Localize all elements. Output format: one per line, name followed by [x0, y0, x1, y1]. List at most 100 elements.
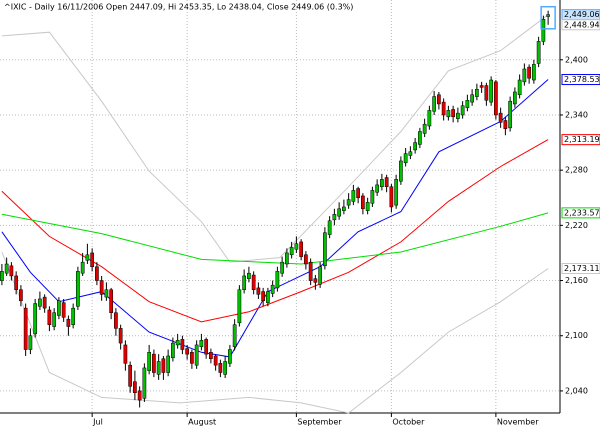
candle-body [185, 348, 189, 355]
candle-body [237, 289, 242, 324]
candle-body [42, 296, 47, 309]
candle-body [432, 96, 436, 112]
candle-body [4, 263, 9, 274]
candle-body [23, 307, 28, 350]
last-value-box [561, 74, 600, 86]
candle-body [494, 81, 498, 116]
candle-body [14, 275, 18, 290]
candle-body [28, 335, 33, 350]
candle-body [251, 274, 256, 290]
candle-body [399, 160, 403, 182]
candle-body [104, 289, 109, 298]
candle-body [361, 195, 365, 210]
y-tick-label: 2,160 [565, 276, 588, 285]
candle-body [223, 361, 227, 375]
candle-body [52, 312, 56, 327]
chart-title: ^IXIC - Daily 16/11/2006 Open 2447.09, H… [4, 3, 353, 12]
candle-body [308, 261, 313, 281]
candle-body [546, 14, 550, 17]
candle-body [99, 280, 104, 295]
candle-body [209, 352, 213, 359]
candle-body [275, 271, 280, 289]
candle-body [118, 328, 123, 344]
candle-body [242, 275, 246, 290]
candle-body [389, 186, 394, 208]
candle-body [479, 85, 484, 88]
candle-body [232, 324, 237, 348]
candle-body [380, 179, 384, 187]
candle-body [213, 355, 218, 366]
candle-body [90, 252, 94, 267]
candle-body [199, 340, 204, 348]
candle-body [384, 177, 389, 187]
y-tick-label: 2,280 [565, 166, 588, 175]
candle-body [465, 100, 470, 108]
candle-body [228, 349, 232, 364]
candle-body [33, 303, 37, 335]
candle-body [218, 363, 223, 373]
last-value-label: 2,173.11 [564, 264, 600, 273]
candle-body [256, 287, 261, 295]
candle-body [422, 123, 427, 134]
indicator-line [1, 251, 549, 414]
candle-body [0, 271, 4, 281]
candle-body [80, 261, 85, 274]
candle-body [171, 342, 175, 359]
last-candle-highlight [540, 5, 556, 30]
candle-body [332, 214, 337, 221]
indicator-line [1, 79, 549, 358]
candle-body [403, 153, 408, 164]
candle-body [318, 266, 322, 285]
candle-body [71, 307, 75, 325]
candle-body [475, 88, 479, 97]
last-value-box [561, 134, 600, 146]
candle-body [109, 289, 113, 313]
x-tick-label: Jul [92, 418, 103, 427]
candle-body [351, 190, 356, 202]
last-value-label: 2,378.53 [564, 75, 600, 84]
candle-body [498, 112, 503, 123]
candle-body [356, 188, 360, 199]
candle-body [76, 271, 80, 307]
candle-body [323, 232, 327, 267]
x-tick-label: August [188, 418, 216, 427]
candle-body [375, 184, 379, 193]
candle-body [446, 110, 451, 118]
candle-body [370, 190, 375, 204]
indicator-line [1, 212, 549, 265]
candle-body [313, 278, 318, 283]
candle-body [194, 344, 199, 366]
close-label: 2,449.06 [564, 10, 600, 19]
candle-body [437, 94, 441, 105]
candle-body [346, 199, 351, 206]
candle-body [299, 241, 303, 257]
candle-body [513, 91, 517, 105]
candle-body [536, 41, 541, 64]
candle-body [532, 64, 536, 81]
candle-body [460, 105, 465, 116]
candle-body [128, 364, 132, 387]
candle-body [266, 291, 270, 303]
candle-body [427, 110, 432, 127]
x-tick-label: November [497, 418, 539, 427]
candle-body [95, 266, 99, 281]
candle-body [156, 361, 161, 375]
candle-body [142, 367, 147, 399]
candle-body [289, 247, 294, 256]
candle-body [456, 112, 460, 119]
candle-body [418, 131, 422, 145]
candle-body [261, 291, 265, 302]
candle-body [166, 355, 170, 373]
candle-body [85, 254, 90, 261]
last-value-label: 2,233.57 [564, 208, 600, 217]
candle-body [342, 206, 346, 211]
last-value-box [561, 207, 600, 219]
candle-body [180, 339, 185, 350]
candle-body [204, 339, 208, 355]
candle-body [66, 318, 71, 327]
candle-body [147, 352, 151, 371]
candle-body [190, 352, 194, 364]
candle-body [394, 179, 398, 206]
x-tick-label: September [297, 418, 342, 427]
x-tick-label: October [392, 418, 425, 427]
